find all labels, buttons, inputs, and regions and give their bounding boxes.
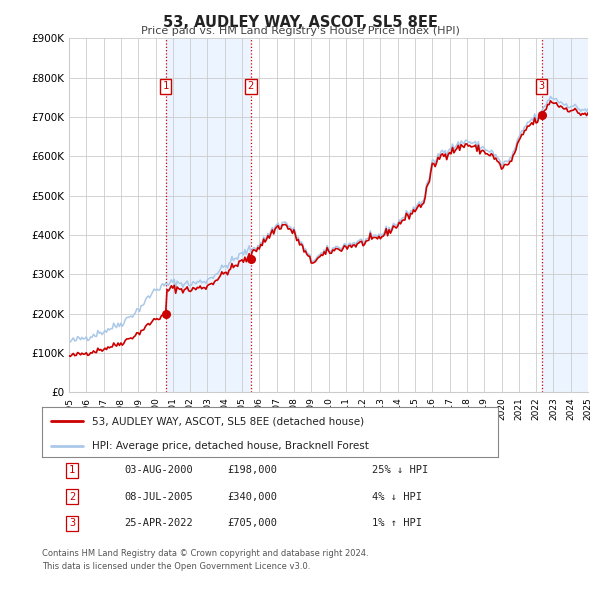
Text: £705,000: £705,000 <box>227 519 277 528</box>
Text: This data is licensed under the Open Government Licence v3.0.: This data is licensed under the Open Gov… <box>42 562 310 571</box>
Text: 08-JUL-2005: 08-JUL-2005 <box>125 492 193 502</box>
Text: 1% ↑ HPI: 1% ↑ HPI <box>372 519 422 528</box>
Text: HPI: Average price, detached house, Bracknell Forest: HPI: Average price, detached house, Brac… <box>92 441 369 451</box>
Text: 1: 1 <box>69 466 75 475</box>
Text: £340,000: £340,000 <box>227 492 277 502</box>
Text: Price paid vs. HM Land Registry's House Price Index (HPI): Price paid vs. HM Land Registry's House … <box>140 26 460 36</box>
Text: 2: 2 <box>248 81 254 91</box>
Text: 1: 1 <box>163 81 169 91</box>
Text: 2: 2 <box>69 492 75 502</box>
Bar <box>166 38 251 392</box>
Text: 03-AUG-2000: 03-AUG-2000 <box>125 466 193 475</box>
Bar <box>542 38 588 392</box>
Text: 25-APR-2022: 25-APR-2022 <box>125 519 193 528</box>
Text: 53, AUDLEY WAY, ASCOT, SL5 8EE: 53, AUDLEY WAY, ASCOT, SL5 8EE <box>163 15 437 30</box>
Text: £198,000: £198,000 <box>227 466 277 475</box>
Text: 25% ↓ HPI: 25% ↓ HPI <box>372 466 428 475</box>
Text: 3: 3 <box>538 81 545 91</box>
Text: 3: 3 <box>69 519 75 528</box>
Text: 4% ↓ HPI: 4% ↓ HPI <box>372 492 422 502</box>
Text: 53, AUDLEY WAY, ASCOT, SL5 8EE (detached house): 53, AUDLEY WAY, ASCOT, SL5 8EE (detached… <box>92 416 364 426</box>
Text: Contains HM Land Registry data © Crown copyright and database right 2024.: Contains HM Land Registry data © Crown c… <box>42 549 368 558</box>
